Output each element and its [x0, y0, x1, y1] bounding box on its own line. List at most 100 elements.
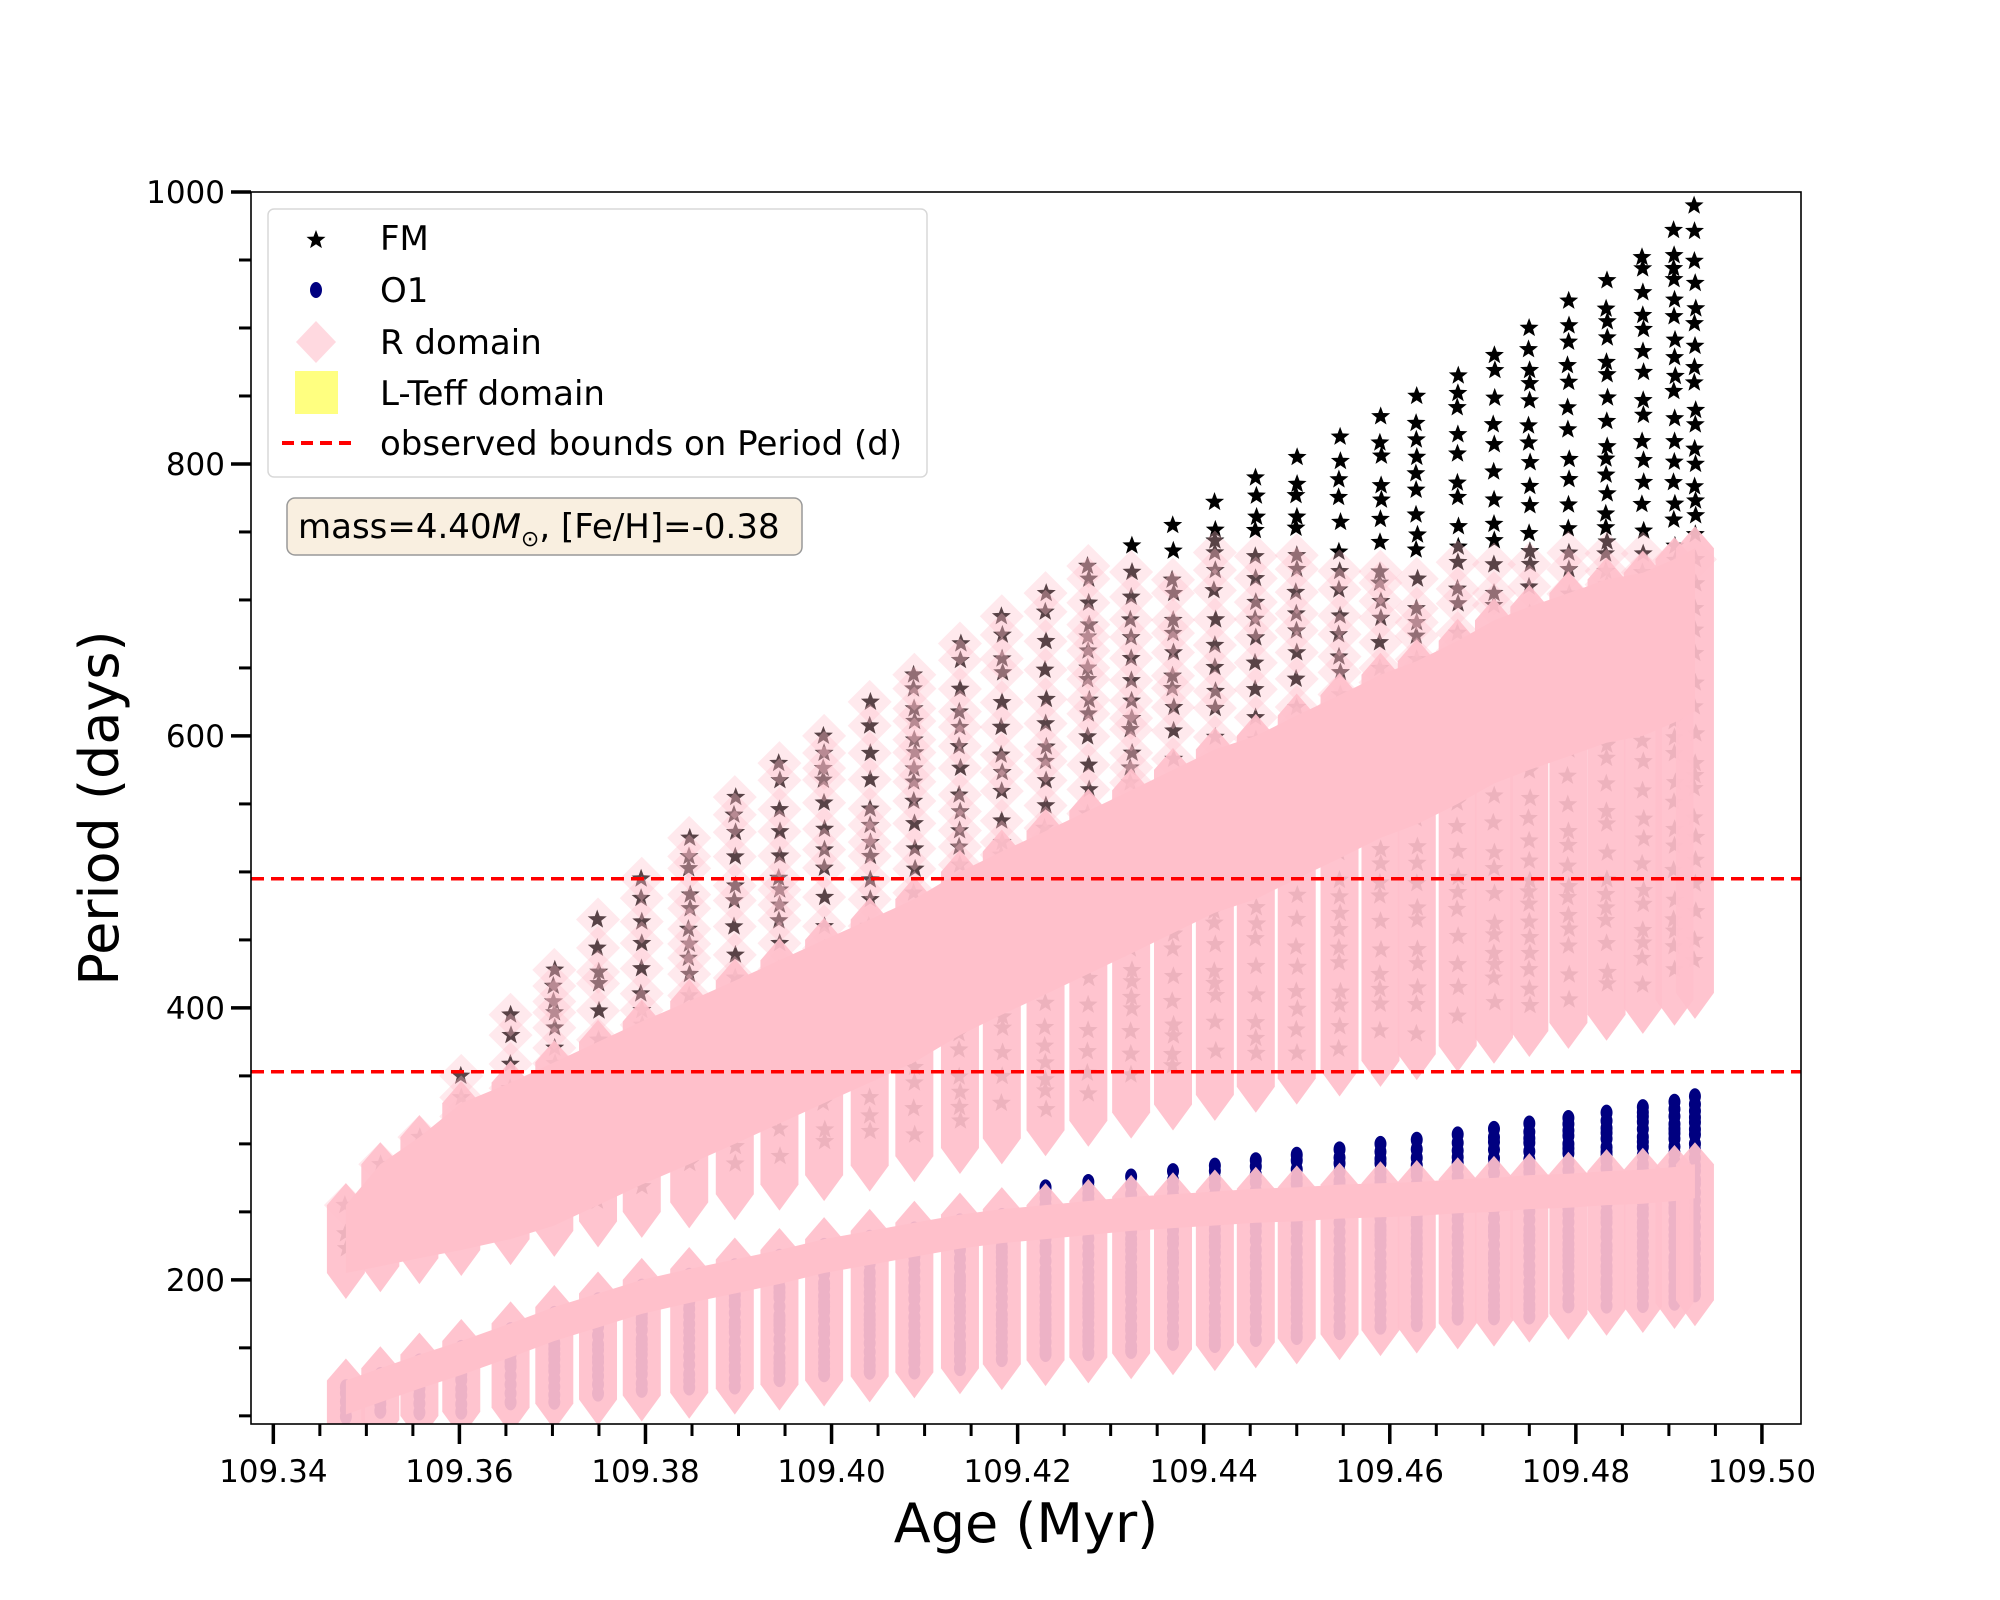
fm-point: [680, 898, 700, 917]
fm-point: [1685, 273, 1705, 292]
r-domain-point: [619, 971, 664, 1016]
fm-point: [1685, 438, 1705, 457]
r-domain-point: [1358, 596, 1403, 641]
fm-point: [1664, 220, 1684, 239]
fm-point: [1664, 245, 1684, 264]
fm-point: [726, 822, 746, 841]
fm-point: [1520, 360, 1540, 379]
fm-point: [860, 769, 880, 788]
fm-point: [1287, 642, 1307, 661]
r-domain-point: [847, 731, 892, 776]
fm-point: [680, 827, 700, 846]
fm-point: [1520, 495, 1540, 514]
r-domain-point: [937, 789, 982, 834]
r-domain-point: [1066, 691, 1111, 736]
fm-point: [1036, 713, 1056, 732]
fm-point: [1164, 642, 1183, 661]
r-domain-point: [1546, 547, 1591, 592]
fm-point: [1685, 414, 1705, 433]
fm-point: [1406, 539, 1426, 558]
fm-point: [1036, 795, 1056, 814]
r-domain-point: [1150, 557, 1195, 602]
r-domain-bands: [326, 526, 1714, 1424]
fm-point: [905, 838, 925, 857]
fm-point: [451, 1065, 471, 1084]
fm-point: [1370, 572, 1390, 591]
fm-point: [1330, 451, 1350, 470]
fm-point: [1596, 503, 1616, 522]
fm-point: [545, 1002, 564, 1021]
fm-point: [1078, 657, 1098, 676]
r-domain-point: [1233, 667, 1278, 712]
fm-point: [1632, 247, 1652, 266]
fm-point: [991, 606, 1011, 625]
fm-point: [1286, 668, 1306, 687]
r-domain-point: [1394, 613, 1439, 658]
r-domain-point: [1233, 580, 1278, 625]
fm-point: [1120, 719, 1140, 738]
r-domain-point: [847, 757, 892, 802]
fm-point: [631, 888, 651, 907]
r-domain-point: [1109, 636, 1154, 681]
r-domain-point: [1023, 739, 1068, 784]
fm-point: [904, 698, 924, 717]
fm-point: [949, 784, 969, 803]
observed-bounds-lines: [251, 876, 1801, 1074]
fm-point: [679, 933, 699, 952]
fm-point: [1448, 443, 1467, 462]
r-domain-point: [1584, 531, 1629, 576]
r-domain-point: [847, 834, 892, 879]
fm-point: [1122, 742, 1142, 761]
r-domain-point: [979, 704, 1024, 749]
r-domain-point: [1192, 530, 1237, 575]
fm-point: [815, 819, 835, 838]
fm-point: [814, 792, 834, 811]
legend-frame: [267, 208, 928, 478]
r-domain-point: [937, 621, 982, 666]
fm-point: [860, 743, 880, 762]
fm-point: [1634, 520, 1654, 539]
fm-point: [950, 820, 970, 839]
fm-point: [1597, 352, 1616, 371]
r-domain-point: [979, 750, 1024, 795]
fm-point: [725, 846, 745, 865]
fm-point: [1370, 432, 1390, 451]
r-domain-point: [847, 803, 892, 848]
fm-point: [1448, 424, 1468, 443]
fm-point: [1485, 387, 1505, 406]
fm-point: [1035, 659, 1055, 678]
fm-point: [678, 948, 698, 967]
fm-point: [1329, 579, 1349, 598]
r-domain-point: [667, 935, 712, 980]
fm-point: [1287, 506, 1307, 525]
r-domain-point: [1546, 530, 1591, 575]
r-domain-point: [619, 876, 664, 921]
fm-point: [904, 771, 924, 790]
fm-point: [1665, 289, 1684, 308]
r-domain-point: [937, 666, 982, 711]
r-domain-point: [1317, 650, 1362, 695]
fm-point: [1331, 512, 1350, 531]
y-axis-label: Period (days): [68, 630, 131, 985]
r-domain-point: [667, 906, 712, 951]
r-domain-point: [1109, 615, 1154, 660]
annotation-box: [286, 497, 803, 556]
r-domain-point: [979, 612, 1024, 657]
fm-point: [860, 815, 880, 834]
fm-point: [1330, 426, 1350, 445]
fm-point: [1633, 390, 1653, 409]
fm-point: [860, 715, 880, 734]
legend-label-r-domain: R domain: [380, 323, 542, 363]
fm-point: [545, 1017, 565, 1036]
fm-point: [1598, 387, 1617, 406]
mass-metallicity-annotation: mass=4.40M⊙, [Fe/H]=-0.38: [286, 497, 803, 556]
r-domain-point: [979, 650, 1024, 695]
fm-point: [545, 959, 565, 978]
fm-point: [1633, 305, 1653, 324]
fm-point: [632, 933, 652, 952]
fm-point: [1519, 318, 1539, 337]
r-domain-point: [1435, 581, 1480, 626]
fm-point: [1329, 541, 1349, 560]
fm-point: [1079, 614, 1099, 633]
